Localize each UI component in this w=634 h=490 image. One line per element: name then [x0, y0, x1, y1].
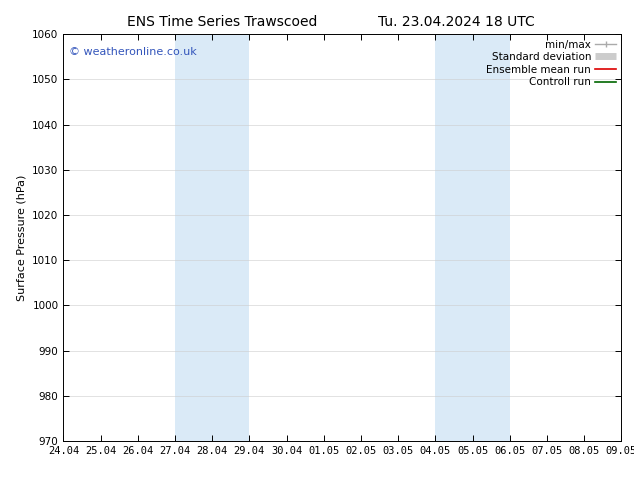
Text: © weatheronline.co.uk: © weatheronline.co.uk — [69, 47, 197, 56]
Text: ENS Time Series Trawscoed: ENS Time Series Trawscoed — [127, 15, 317, 29]
Bar — [175, 34, 249, 441]
Text: Tu. 23.04.2024 18 UTC: Tu. 23.04.2024 18 UTC — [378, 15, 535, 29]
Y-axis label: Surface Pressure (hPa): Surface Pressure (hPa) — [16, 174, 27, 301]
Bar — [436, 34, 510, 441]
Legend: min/max, Standard deviation, Ensemble mean run, Controll run: min/max, Standard deviation, Ensemble me… — [484, 37, 618, 89]
